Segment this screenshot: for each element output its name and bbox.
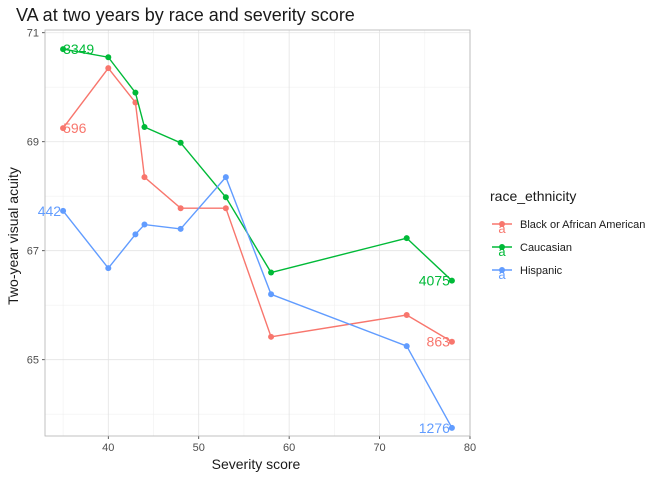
- legend-key-point: [499, 244, 505, 250]
- y-tick-label: 65: [27, 355, 39, 367]
- legend-key-glyph: a: [498, 267, 506, 282]
- y-tick-label: 71: [27, 28, 39, 40]
- data-point: [268, 333, 275, 340]
- data-point: [448, 277, 455, 284]
- data-label: 3349: [63, 41, 94, 57]
- data-point: [105, 65, 112, 72]
- data-point: [268, 269, 275, 276]
- legend-key-glyph: a: [498, 221, 506, 236]
- plot-panel: 40 50 60 70 80 65 67 69 71 596 863 3349 4075 442 1276: [27, 28, 476, 454]
- data-point: [105, 54, 112, 61]
- data-label: 863: [427, 334, 451, 350]
- data-point: [403, 312, 410, 319]
- legend-key-point: [499, 267, 505, 273]
- data-label: 442: [38, 203, 62, 219]
- data-point: [177, 139, 184, 146]
- data-point: [222, 174, 229, 181]
- data-label: 1276: [419, 420, 450, 436]
- data-point: [222, 205, 229, 212]
- x-tick-label: 80: [464, 442, 476, 454]
- y-tick-label: 67: [27, 246, 39, 258]
- data-point: [132, 89, 139, 96]
- data-point: [222, 194, 229, 201]
- data-point: [141, 221, 148, 228]
- data-point: [141, 174, 148, 181]
- data-point: [132, 231, 139, 238]
- x-tick-label: 40: [102, 442, 114, 454]
- data-point: [177, 225, 184, 232]
- data-point: [448, 424, 455, 431]
- legend-key-point: [499, 221, 505, 227]
- y-tick-label: 69: [27, 137, 39, 149]
- data-label: 596: [63, 120, 87, 136]
- data-point: [403, 343, 410, 350]
- x-axis-title: Severity score: [212, 456, 301, 472]
- data-point: [60, 46, 67, 53]
- x-tick-label: 70: [373, 442, 385, 454]
- chart-title: VA at two years by race and severity sco…: [16, 5, 355, 25]
- x-tick-label: 50: [193, 442, 205, 454]
- y-axis-title: Two-year visual acuity: [5, 167, 21, 305]
- data-point: [268, 291, 275, 298]
- legend: race_ethnicity a Black or African America…: [490, 188, 645, 282]
- data-point: [60, 125, 67, 132]
- data-point: [60, 207, 67, 214]
- x-tick-label: 60: [283, 442, 295, 454]
- data-point: [177, 205, 184, 212]
- data-point: [448, 338, 455, 345]
- legend-entry-label: Caucasian: [520, 242, 572, 254]
- data-point: [141, 124, 148, 131]
- legend-entry-label: Black or African American: [520, 219, 645, 231]
- panel-border: [44, 29, 471, 437]
- data-point: [403, 235, 410, 242]
- legend-title: race_ethnicity: [490, 188, 576, 204]
- legend-key-glyph: a: [498, 244, 506, 259]
- data-point: [105, 265, 112, 272]
- data-label: 4075: [419, 273, 450, 289]
- legend-entry-label: Hispanic: [520, 265, 563, 277]
